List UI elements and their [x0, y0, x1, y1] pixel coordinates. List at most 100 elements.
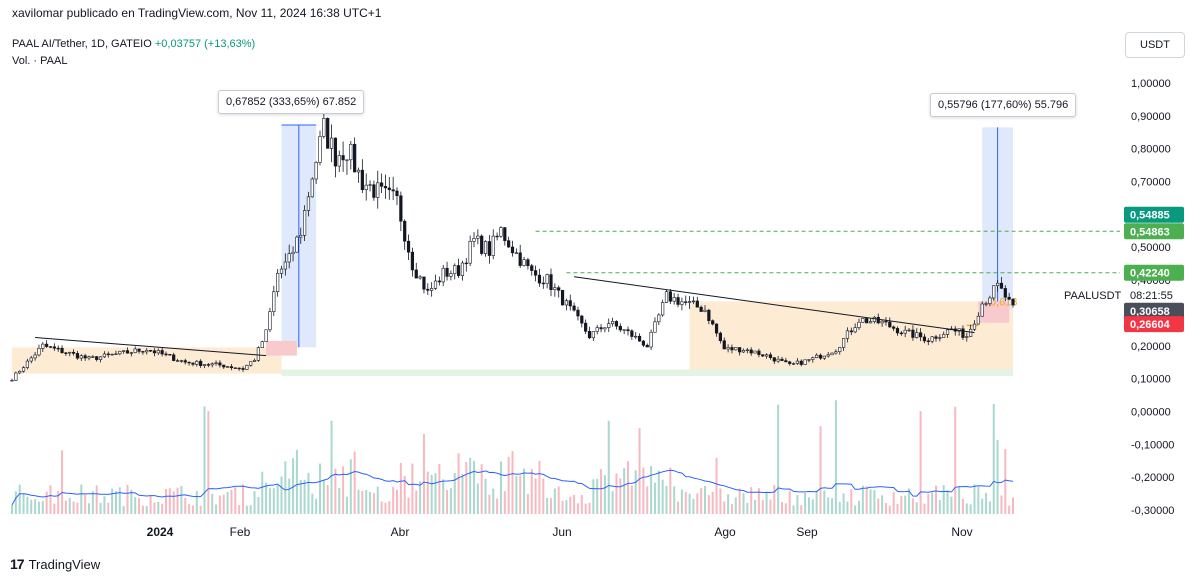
candle-body	[572, 305, 576, 311]
candle-body	[903, 329, 907, 334]
candle-body	[445, 267, 449, 277]
volume-bar	[141, 505, 144, 514]
y-tick-label: 0,50000	[1131, 242, 1171, 254]
currency-button[interactable]: USDT	[1125, 32, 1185, 58]
candle-body	[726, 347, 730, 350]
candle-body	[972, 323, 977, 330]
volume-bar	[180, 486, 183, 514]
candle-body	[226, 366, 230, 368]
volume-bar	[807, 497, 810, 514]
volume-bar	[64, 500, 67, 514]
candle-body	[626, 329, 630, 332]
price-label-bg	[1124, 223, 1184, 240]
volume-bar	[272, 488, 275, 514]
candle-body	[453, 265, 457, 274]
volume-bar	[218, 495, 221, 514]
volume-bar	[68, 497, 71, 514]
volume-bar	[188, 504, 191, 514]
volume-bar	[942, 485, 945, 514]
volume-bar	[330, 420, 333, 514]
candle-body	[772, 357, 776, 362]
volume-bar	[396, 489, 398, 514]
volume-bar	[91, 491, 94, 514]
volume-bar	[411, 463, 414, 514]
candle-body	[610, 321, 615, 324]
tradingview-logo[interactable]: 17 TradingView	[10, 556, 100, 572]
candle-body	[456, 265, 461, 276]
candle-body	[653, 321, 657, 333]
volume-bar	[781, 502, 783, 514]
candle-body	[899, 332, 903, 335]
volume-bar	[211, 493, 214, 514]
candle-body	[988, 297, 992, 304]
volume-bar	[207, 411, 210, 514]
candle-body	[811, 357, 815, 360]
measurement-label-1[interactable]: 0,67852 (333,65%) 67.852	[218, 90, 365, 114]
volume-bar	[261, 471, 264, 514]
candle-body	[95, 356, 99, 360]
volume-bar	[811, 499, 814, 514]
candle-body	[953, 328, 957, 332]
candle-body	[791, 363, 796, 365]
volume-bar	[326, 485, 329, 514]
volume-bar	[415, 490, 418, 514]
candle-body	[372, 184, 376, 198]
candle-body	[892, 326, 896, 329]
price-label: 0,54863	[1130, 226, 1170, 238]
candle-body	[318, 136, 322, 163]
candle-body	[780, 358, 784, 361]
x-tick-label: Ago	[714, 525, 736, 539]
volume-bar	[407, 497, 410, 514]
volume-bar	[804, 493, 807, 514]
volume-bar	[349, 459, 352, 514]
volume-bar	[399, 462, 402, 514]
volume-bar	[923, 503, 926, 514]
candle-body	[807, 359, 811, 361]
volume-bar	[869, 489, 872, 514]
volume-bar	[34, 499, 37, 514]
volume-bar	[122, 505, 125, 514]
candle-body	[56, 347, 60, 350]
volume-bar	[234, 487, 237, 514]
candle-body	[229, 366, 234, 369]
candle-body	[934, 336, 938, 339]
candle-body	[776, 358, 780, 362]
candle-body	[526, 259, 530, 267]
volume-bar	[499, 461, 502, 514]
candle-body	[21, 367, 26, 372]
price-change: +0,03757 (+13,63%)	[154, 38, 256, 50]
candle-body	[302, 210, 307, 236]
candle-body	[557, 287, 561, 291]
symbol-legend: PAAL AI/Tether, 1D, GATEIO +0,03757 (+13…	[12, 36, 255, 70]
candle-body	[961, 328, 965, 338]
volume-bar	[149, 495, 152, 514]
brand-name: TradingView	[28, 556, 101, 572]
publish-info: xavilomar publicado en TradingView.com, …	[12, 6, 382, 20]
candle-body	[345, 159, 349, 161]
candle-body	[337, 155, 341, 167]
candle-body	[895, 328, 900, 334]
volume-bar	[380, 501, 383, 514]
symbol-line[interactable]: PAAL AI/Tether, 1D, GATEIO +0,03757 (+13…	[12, 36, 255, 53]
candle-body	[129, 352, 133, 354]
candle-body	[152, 350, 157, 354]
candle-body	[614, 321, 619, 327]
volume-bar	[969, 504, 972, 514]
volume-bar	[992, 404, 995, 514]
candle-body	[299, 235, 303, 238]
volume-bar	[292, 458, 295, 514]
candle-body	[283, 261, 287, 270]
candle-body	[199, 360, 203, 366]
spacer	[975, 273, 1010, 312]
volume-bar	[627, 461, 629, 514]
volume-bar	[657, 470, 660, 514]
y-tick-label: -0,10000	[1131, 439, 1174, 451]
volume-bar	[769, 499, 772, 514]
volume-bar	[14, 491, 17, 514]
volume-legend[interactable]: Vol. · PAAL	[12, 55, 68, 67]
measurement-label-2[interactable]: 0,55796 (177,60%) 55.796	[930, 93, 1077, 117]
candle-body	[514, 252, 518, 254]
volume-bar	[215, 504, 218, 514]
candle-body	[164, 353, 168, 356]
